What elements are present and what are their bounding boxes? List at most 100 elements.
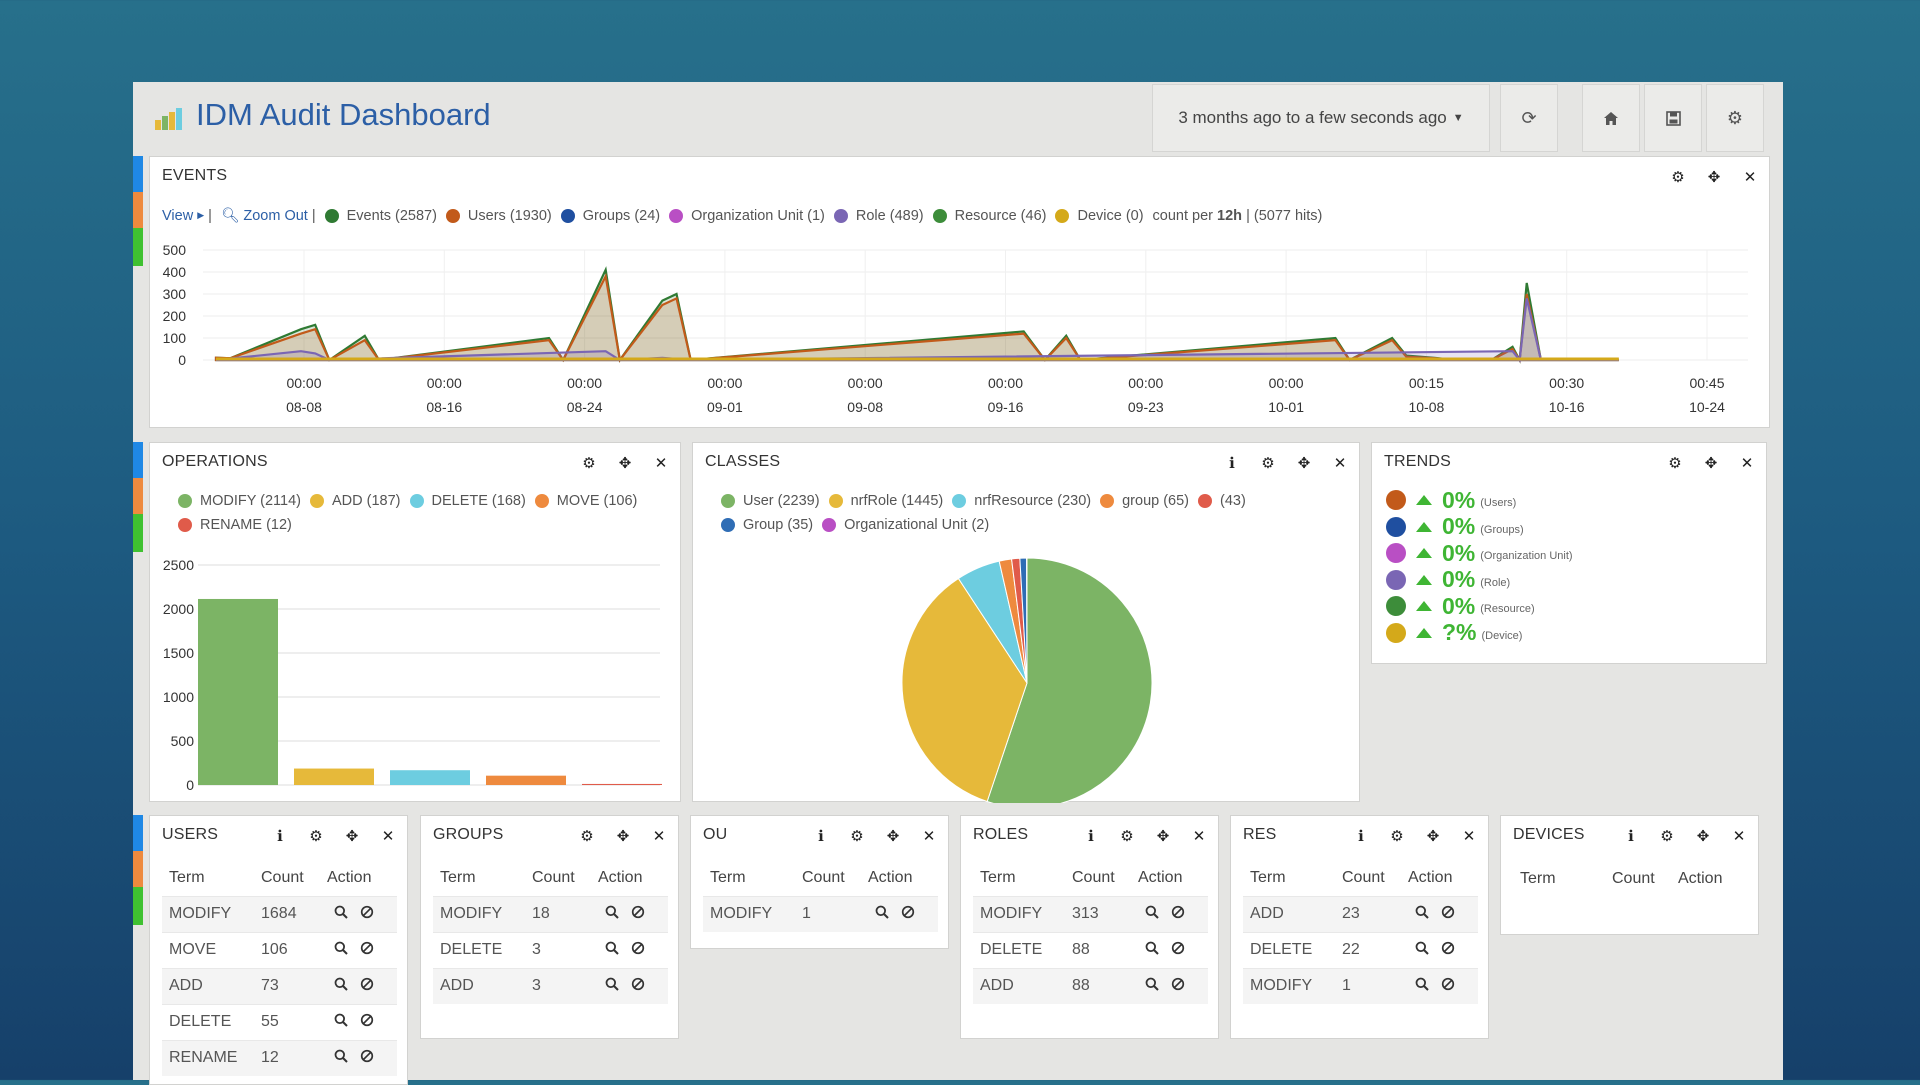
move-icon[interactable]: ✥	[343, 828, 361, 846]
col-count-header[interactable]: Count	[254, 861, 320, 896]
col-term-header[interactable]: Term	[1243, 861, 1335, 896]
legend-item[interactable]: Role (489)	[834, 208, 924, 224]
col-count-header[interactable]: Count	[525, 861, 591, 896]
legend-item[interactable]: Resource (46)	[933, 208, 1047, 224]
exclude-icon[interactable]	[1171, 977, 1185, 996]
exclude-icon[interactable]	[631, 977, 645, 996]
col-term-header[interactable]: Term	[703, 861, 795, 896]
exclude-icon[interactable]	[360, 941, 374, 960]
info-icon[interactable]: ℹ	[1223, 455, 1241, 473]
move-icon[interactable]: ✥	[1424, 828, 1442, 846]
col-count-header[interactable]: Count	[1335, 861, 1401, 896]
exclude-icon[interactable]	[1171, 941, 1185, 960]
gear-icon[interactable]: ⚙	[848, 828, 866, 846]
legend-item[interactable]: nrfRole (1445)	[829, 493, 944, 509]
exclude-icon[interactable]	[1441, 905, 1455, 924]
close-icon[interactable]: ✕	[1190, 828, 1208, 846]
legend-item[interactable]: MOVE (106)	[535, 493, 638, 509]
exclude-icon[interactable]	[360, 905, 374, 924]
legend-item[interactable]: Organization Unit (1)	[669, 208, 825, 224]
gear-icon[interactable]: ⚙	[1388, 828, 1406, 846]
legend-item[interactable]: ADD (187)	[310, 493, 401, 509]
search-icon[interactable]	[875, 905, 889, 924]
search-icon[interactable]	[1415, 977, 1429, 996]
timerange-picker[interactable]: 3 months ago to a few seconds ago ▼	[1152, 84, 1490, 152]
close-icon[interactable]: ✕	[650, 828, 668, 846]
gear-icon[interactable]: ⚙	[1259, 455, 1277, 473]
move-icon[interactable]: ✥	[616, 455, 634, 473]
search-icon[interactable]	[605, 977, 619, 996]
search-icon[interactable]	[1415, 941, 1429, 960]
exclude-icon[interactable]	[360, 1049, 374, 1068]
settings-button[interactable]: ⚙	[1706, 84, 1764, 152]
bar[interactable]	[294, 769, 374, 785]
classes-chart[interactable]	[693, 533, 1361, 803]
gear-icon[interactable]: ⚙	[1658, 828, 1676, 846]
exclude-icon[interactable]	[1441, 977, 1455, 996]
legend-item[interactable]: Users (1930)	[446, 208, 552, 224]
gear-icon[interactable]: ⚙	[307, 828, 325, 846]
info-icon[interactable]: ℹ	[812, 828, 830, 846]
legend-item[interactable]: Device (0)	[1055, 208, 1143, 224]
exclude-icon[interactable]	[631, 941, 645, 960]
gear-icon[interactable]: ⚙	[1118, 828, 1136, 846]
search-icon[interactable]	[605, 905, 619, 924]
move-icon[interactable]: ✥	[1705, 169, 1723, 187]
row-collapse-handle[interactable]	[133, 815, 143, 851]
close-icon[interactable]: ✕	[652, 455, 670, 473]
series-area[interactable]	[216, 276, 1619, 360]
legend-item[interactable]: Organizational Unit (2)	[822, 517, 989, 533]
close-icon[interactable]: ✕	[1460, 828, 1478, 846]
legend-item[interactable]: User (2239)	[721, 493, 820, 509]
search-icon[interactable]	[1145, 977, 1159, 996]
close-icon[interactable]: ✕	[920, 828, 938, 846]
exclude-icon[interactable]	[360, 977, 374, 996]
info-icon[interactable]: ℹ	[1352, 828, 1370, 846]
row-collapse-handle[interactable]	[133, 156, 143, 192]
legend-item[interactable]: MODIFY (2114)	[178, 493, 301, 509]
close-icon[interactable]: ✕	[1741, 169, 1759, 187]
close-icon[interactable]: ✕	[1738, 455, 1756, 473]
legend-item[interactable]: (43)	[1198, 493, 1246, 509]
legend-item[interactable]: Group (35)	[721, 517, 813, 533]
legend-item[interactable]: Events (2587)	[325, 208, 437, 224]
legend-item[interactable]: nrfResource (230)	[952, 493, 1091, 509]
bar[interactable]	[486, 776, 566, 785]
info-icon[interactable]: ℹ	[1082, 828, 1100, 846]
col-count-header[interactable]: Count	[795, 861, 861, 896]
bar[interactable]	[198, 599, 278, 785]
bar[interactable]	[582, 784, 662, 785]
gear-icon[interactable]: ⚙	[578, 828, 596, 846]
search-icon[interactable]	[1145, 941, 1159, 960]
col-term-header[interactable]: Term	[433, 861, 525, 896]
search-icon[interactable]	[1145, 905, 1159, 924]
move-icon[interactable]: ✥	[1295, 455, 1313, 473]
save-button[interactable]	[1644, 84, 1702, 152]
search-icon[interactable]	[1415, 905, 1429, 924]
search-icon[interactable]	[334, 1013, 348, 1032]
close-icon[interactable]: ✕	[1730, 828, 1748, 846]
gear-icon[interactable]: ⚙	[1666, 455, 1684, 473]
gear-icon[interactable]: ⚙	[1669, 169, 1687, 187]
move-icon[interactable]: ✥	[614, 828, 632, 846]
info-icon[interactable]: ℹ	[1622, 828, 1640, 846]
zoom-out-link[interactable]: 🔍︎Zoom Out |	[221, 207, 316, 224]
home-button[interactable]	[1582, 84, 1640, 152]
col-term-header[interactable]: Term	[1513, 861, 1605, 896]
legend-item[interactable]: RENAME (12)	[178, 517, 292, 533]
search-icon[interactable]	[334, 977, 348, 996]
legend-item[interactable]: Groups (24)	[561, 208, 660, 224]
search-icon[interactable]	[334, 941, 348, 960]
search-icon[interactable]	[605, 941, 619, 960]
move-icon[interactable]: ✥	[1702, 455, 1720, 473]
close-icon[interactable]: ✕	[379, 828, 397, 846]
col-count-header[interactable]: Count	[1605, 861, 1671, 896]
exclude-icon[interactable]	[901, 905, 915, 924]
refresh-button[interactable]: ⟳	[1500, 84, 1558, 152]
bar[interactable]	[390, 770, 470, 785]
row-collapse-handle[interactable]	[133, 442, 143, 478]
view-menu[interactable]: View ▶ |	[162, 208, 212, 224]
col-term-header[interactable]: Term	[162, 861, 254, 896]
info-icon[interactable]: ℹ	[271, 828, 289, 846]
